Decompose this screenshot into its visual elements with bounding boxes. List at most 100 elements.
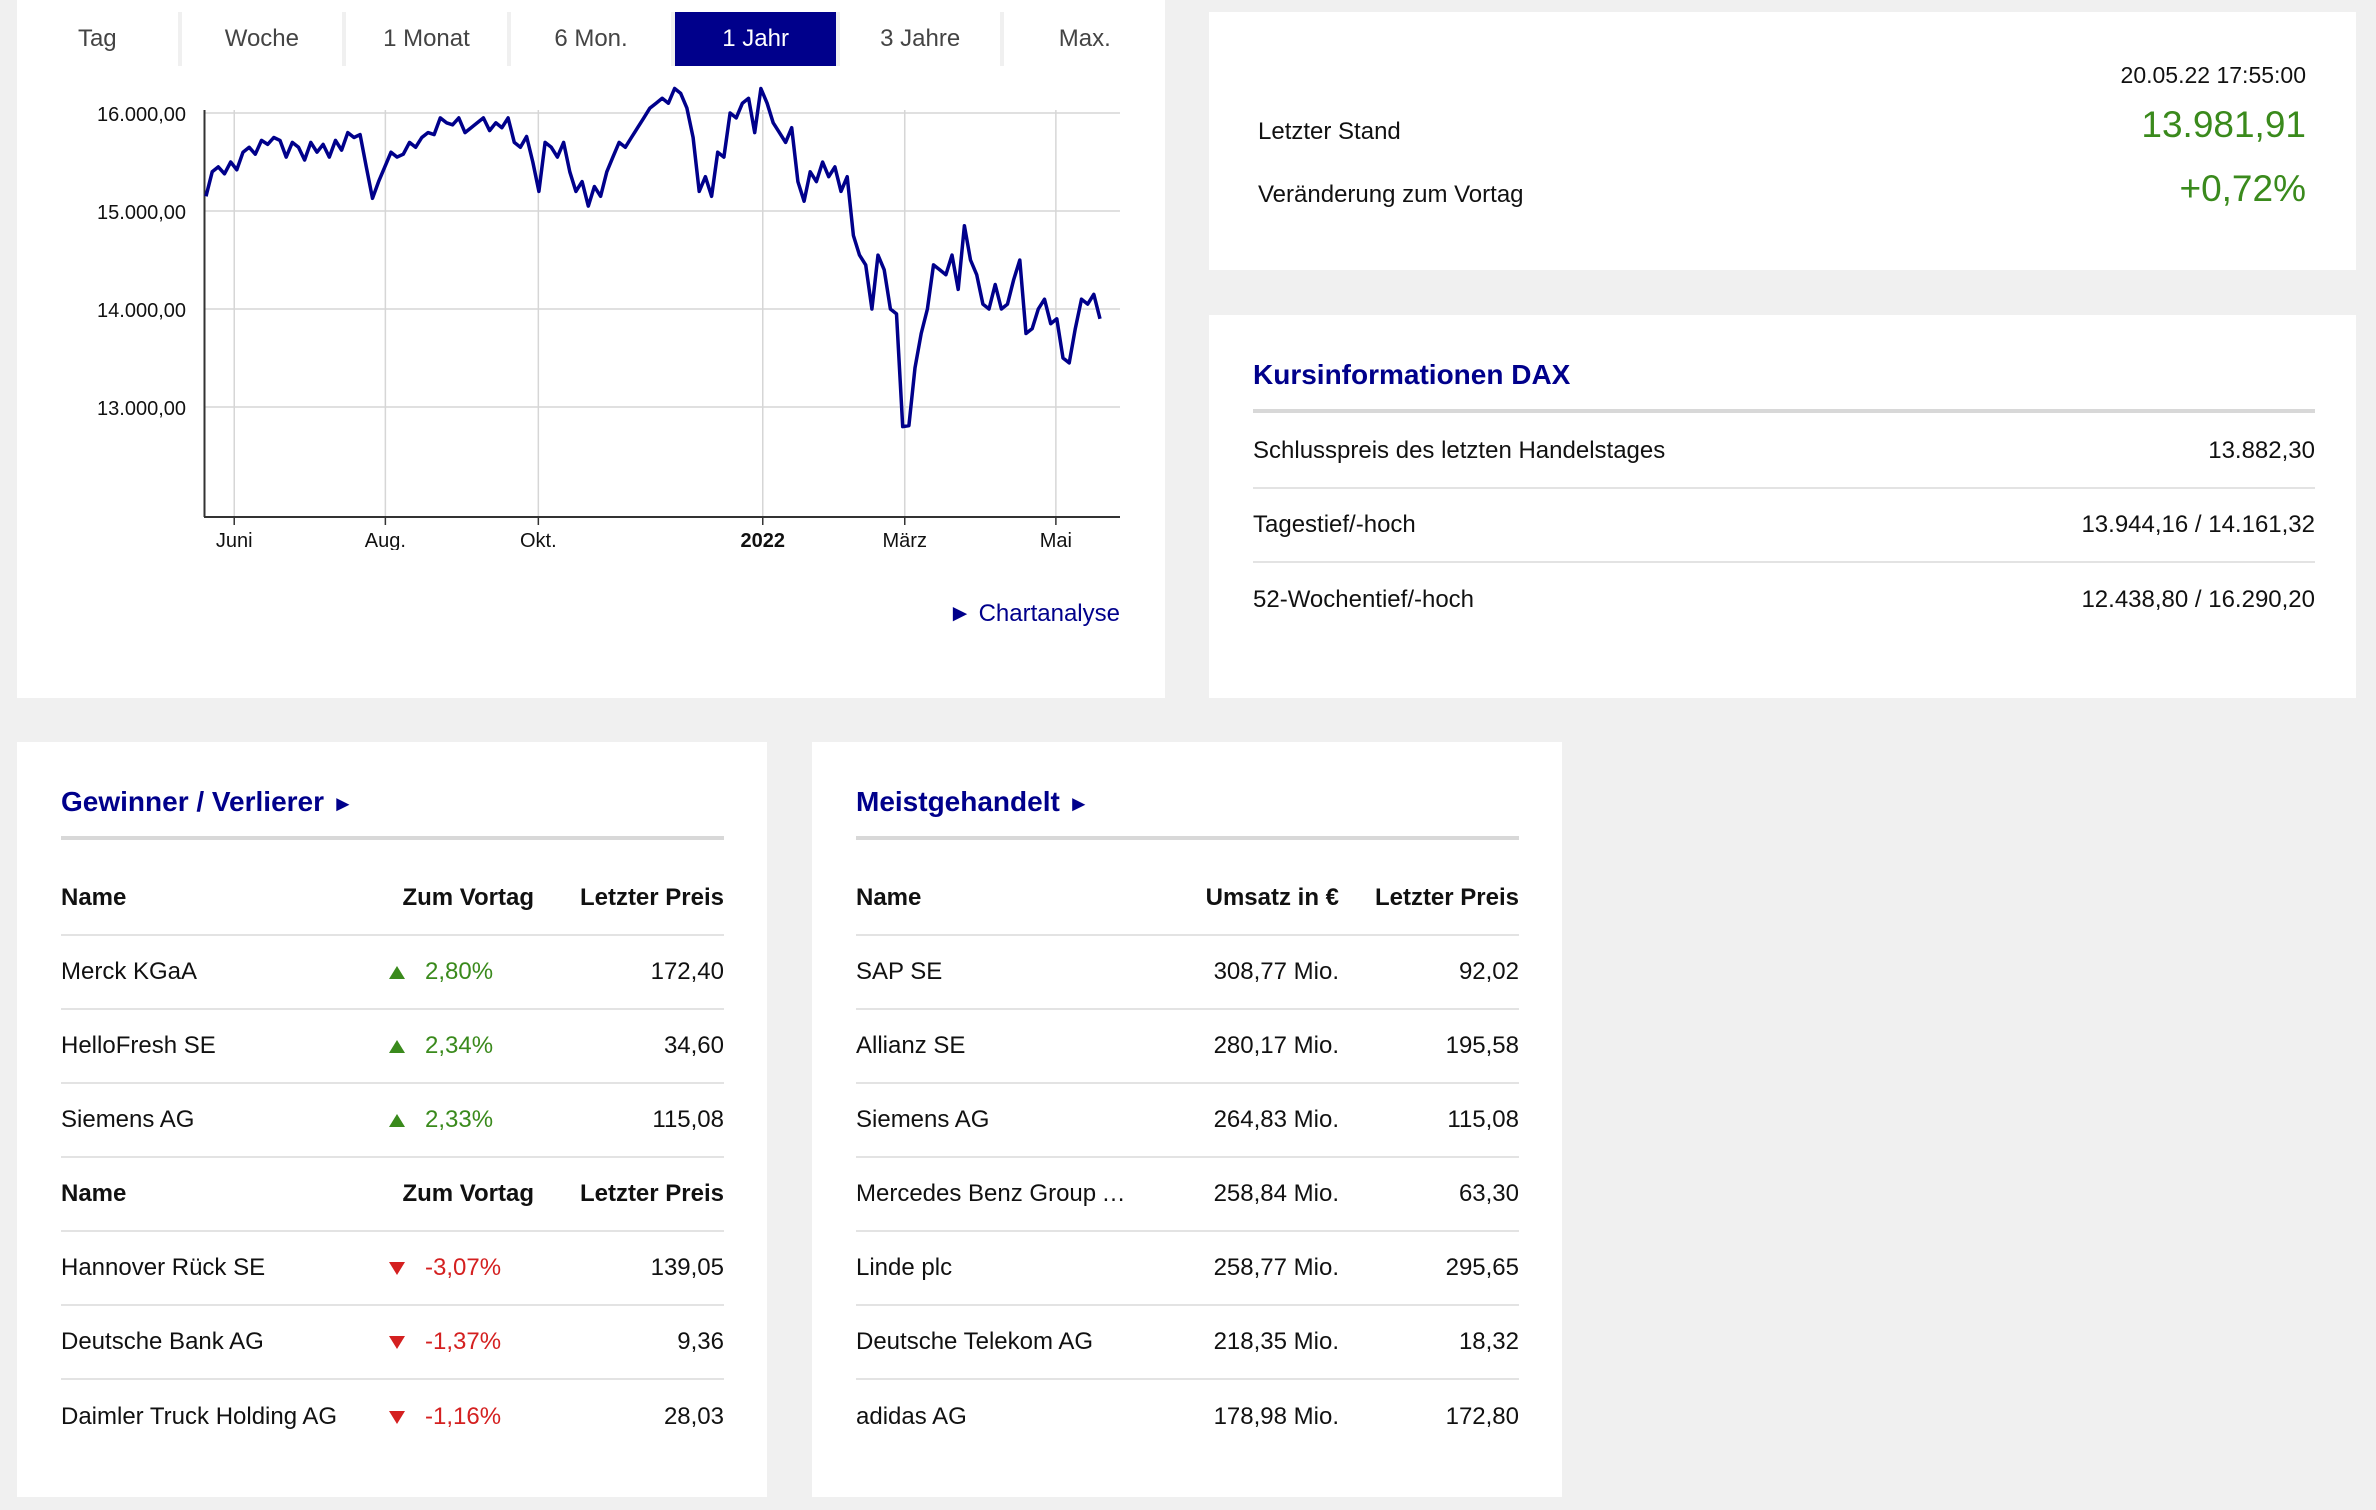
table-row[interactable]: Linde plc 258,77 Mio. 295,65 — [856, 1232, 1519, 1306]
table-row[interactable]: Deutsche Telekom AG 218,35 Mio. 18,32 — [856, 1306, 1519, 1380]
y-tick-label: 13.000,00 — [97, 398, 186, 420]
tab-6-mon[interactable]: 6 Mon. — [510, 12, 672, 66]
table-row[interactable]: Hannover Rück SE -3,07% 139,05 — [61, 1232, 724, 1306]
stock-price: 115,08 — [652, 1106, 724, 1133]
stock-change: 2,80% — [425, 958, 494, 985]
divider — [1253, 409, 2315, 413]
table-header: Name Zum Vortag Letzter Preis — [61, 1158, 724, 1232]
info-value: 12.438,80 / 16.290,20 — [2081, 586, 2315, 613]
price-info-title: Kursinformationen DAX — [1253, 359, 1571, 390]
quote-panel: 20.05.22 17:55:00 Letzter Stand 13.981,9… — [1209, 12, 2356, 270]
col-name: Name — [61, 1180, 127, 1207]
stock-name: Deutsche Telekom AG — [856, 1328, 1094, 1355]
tab-woche[interactable]: Woche — [181, 12, 343, 66]
quote-datetime: 20.05.22 17:55:00 — [2120, 62, 2306, 88]
divider — [856, 836, 1519, 840]
table-row[interactable]: Deutsche Bank AG -1,37% 9,36 — [61, 1306, 724, 1380]
table-row[interactable]: adidas AG 178,98 Mio. 172,80 — [856, 1380, 1519, 1454]
stock-price: 63,30 — [1458, 1180, 1519, 1207]
chartanalyse-link[interactable]: ► Chartanalyse — [948, 600, 1120, 627]
stock-change: -3,07% — [425, 1254, 502, 1281]
tab-1-jahr[interactable]: 1 Jahr — [675, 12, 836, 66]
timeframe-tabs: Tag Woche 1 Monat 6 Mon. 1 Jahr 3 Jahre … — [17, 12, 1166, 66]
triangle-down-icon — [389, 1335, 405, 1349]
stock-price: 172,40 — [650, 958, 724, 985]
col-name: Name — [61, 884, 127, 911]
col-change: Zum Vortag — [402, 1180, 534, 1207]
stock-price: 18,32 — [1458, 1328, 1519, 1355]
change-label: Veränderung zum Vortag — [1258, 181, 1524, 208]
price-series-line — [204, 86, 1102, 429]
info-row-day-range: Tagestief/-hoch 13.944,16 / 14.161,32 — [1253, 489, 2315, 563]
table-row[interactable]: SAP SE 308,77 Mio. 92,02 — [856, 936, 1519, 1010]
info-label: Schlusspreis des letzten Handelstages — [1253, 437, 1666, 464]
change-value: +0,72% — [2179, 168, 2306, 209]
last-price-value: 13.981,91 — [2141, 104, 2306, 145]
info-label: Tagestief/-hoch — [1253, 511, 1416, 538]
most-traded-panel: Meistgehandelt ► Name Umsatz in € Letzter… — [812, 742, 1562, 1497]
stock-name: SAP SE — [856, 958, 943, 985]
stock-price: 9,36 — [677, 1328, 724, 1355]
table-row[interactable]: Daimler Truck Holding AG -1,16% 28,03 — [61, 1380, 724, 1454]
stock-name: HelloFresh SE — [61, 1032, 216, 1059]
tab-tag[interactable]: Tag — [17, 12, 178, 66]
x-tick-label: Juni — [216, 530, 253, 550]
table-header: Name Zum Vortag Letzter Preis — [61, 862, 724, 936]
stock-name: Allianz SE — [856, 1032, 966, 1059]
stock-price: 115,08 — [1447, 1106, 1519, 1133]
most-traded-table: Name Umsatz in € Letzter Preis SAP SE 30… — [856, 862, 1519, 1454]
stock-turnover: 218,35 Mio. — [1213, 1328, 1339, 1355]
gainers-losers-panel: Gewinner / Verlierer ► Name Zum Vortag Le… — [17, 742, 767, 1497]
table-row[interactable]: HelloFresh SE 2,34% 34,60 — [61, 1010, 724, 1084]
gainers-losers-table: Name Zum Vortag Letzter Preis Merck KGaA… — [61, 862, 724, 1454]
price-chart[interactable]: 13.000,00 14.000,00 15.000,00 16.000,00 Juni… — [17, 70, 1165, 550]
chart-panel: Tag Woche 1 Monat 6 Mon. 1 Jahr 3 Jahre … — [17, 0, 1166, 698]
stock-price: 195,58 — [1445, 1032, 1519, 1059]
stock-change: 2,34% — [425, 1032, 494, 1059]
tab-1-monat[interactable]: 1 Monat — [346, 12, 507, 66]
table-row[interactable]: Merck KGaA 2,80% 172,40 — [61, 936, 724, 1010]
table-row[interactable]: Allianz SE 280,17 Mio. 195,58 — [856, 1010, 1519, 1084]
x-tick-label: März — [883, 530, 927, 550]
x-tick-label: Mai — [1040, 530, 1072, 550]
stock-price: 295,65 — [1445, 1254, 1519, 1281]
play-arrow-icon: ► — [332, 791, 354, 816]
stock-turnover: 178,98 Mio. — [1213, 1403, 1339, 1430]
tab-3-jahre[interactable]: 3 Jahre — [839, 12, 1001, 66]
stock-turnover: 280,17 Mio. — [1213, 1032, 1339, 1059]
stock-change: -1,37% — [425, 1328, 502, 1355]
stock-name: Merck KGaA — [61, 958, 198, 985]
info-row-52w-range: 52-Wochentief/-hoch 12.438,80 / 16.290,2… — [1253, 563, 2315, 637]
most-traded-title-text: Meistgehandelt — [856, 786, 1060, 817]
stock-name: Siemens AG — [856, 1106, 990, 1133]
info-label: 52-Wochentief/-hoch — [1253, 586, 1475, 613]
table-row[interactable]: Siemens AG 2,33% 115,08 — [61, 1084, 724, 1158]
triangle-up-icon — [389, 1113, 405, 1127]
col-name: Name — [856, 884, 922, 911]
divider — [61, 836, 724, 840]
price-info-panel: Kursinformationen DAX Schlusspreis des l… — [1209, 315, 2356, 698]
stock-turnover: 264,83 Mio. — [1213, 1106, 1339, 1133]
triangle-down-icon — [389, 1410, 405, 1424]
table-row[interactable]: Siemens AG 264,83 Mio. 115,08 — [856, 1084, 1519, 1158]
most-traded-title[interactable]: Meistgehandelt ► — [856, 786, 1090, 818]
stock-turnover: 258,84 Mio. — [1213, 1180, 1339, 1207]
stock-turnover: 258,77 Mio. — [1213, 1254, 1339, 1281]
stock-name: Hannover Rück SE — [61, 1254, 266, 1281]
tab-max[interactable]: Max. — [1004, 12, 1166, 66]
table-header: Name Umsatz in € Letzter Preis — [856, 862, 1519, 936]
stock-price: 139,05 — [650, 1254, 724, 1281]
stock-name: Daimler Truck Holding AG — [61, 1403, 338, 1430]
info-value: 13.944,16 / 14.161,32 — [2081, 511, 2315, 538]
play-arrow-icon: ► — [1067, 791, 1090, 816]
triangle-up-icon — [389, 1039, 405, 1053]
col-turnover: Umsatz in € — [1205, 884, 1339, 911]
y-tick-label: 14.000,00 — [97, 300, 186, 322]
table-row[interactable]: Mercedes Benz Group AG… 258,84 Mio. 63,3… — [856, 1158, 1519, 1232]
info-value: 13.882,30 — [2208, 437, 2315, 464]
gainers-losers-title[interactable]: Gewinner / Verlierer ► — [61, 786, 354, 818]
stock-name: adidas AG — [856, 1403, 967, 1430]
triangle-up-icon — [389, 965, 405, 979]
col-price: Letzter Preis — [1374, 884, 1519, 911]
stock-name: Linde plc — [856, 1254, 953, 1281]
